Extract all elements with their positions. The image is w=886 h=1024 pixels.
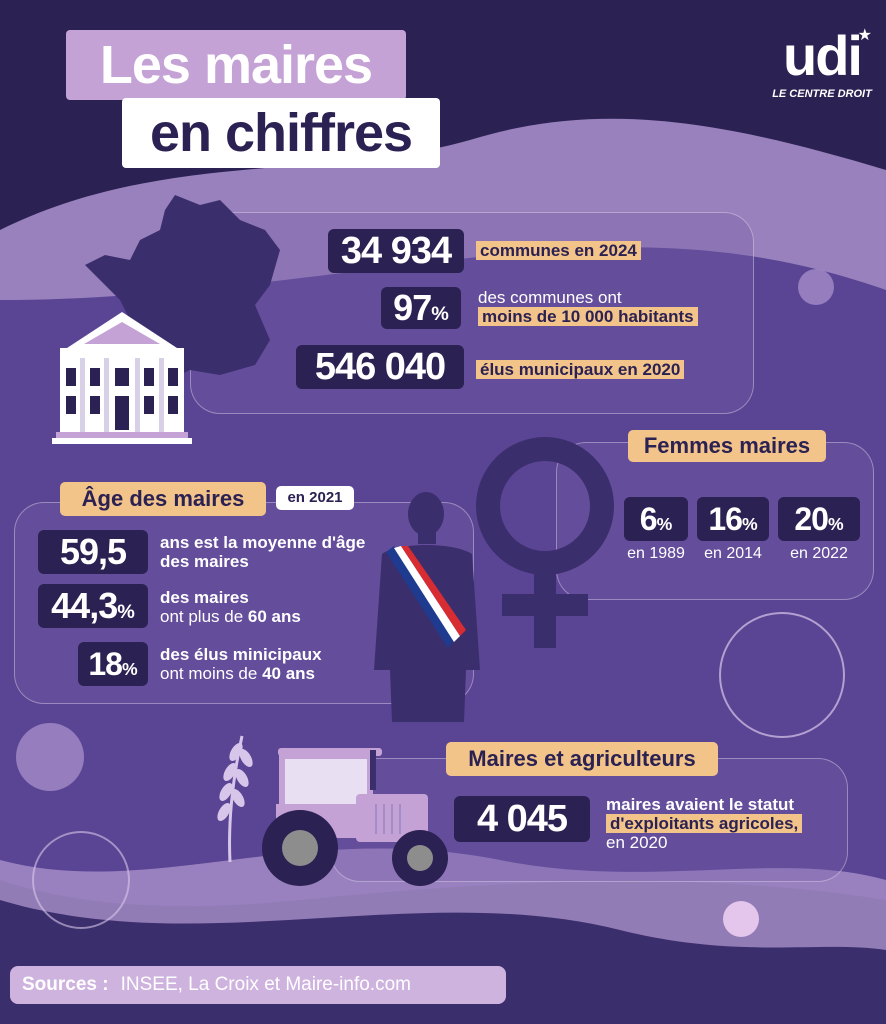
stat-communes-label: communes en 2024 xyxy=(476,241,641,260)
age-under40-label-line1: des élus minicipaux xyxy=(160,645,322,664)
agri-label-line2: d'exploitants agricoles, xyxy=(606,814,803,833)
agri-title: Maires et agriculteurs xyxy=(446,742,718,776)
femmes-2022-box: 20% xyxy=(778,497,860,541)
age-average-label: ans est la moyenne d'âge des maires xyxy=(160,533,365,571)
title-line1: Les maires xyxy=(66,30,406,100)
udi-logo: udi LE CENTRE DROIT ★ xyxy=(770,24,874,101)
agri-label: maires avaient le statut d'exploitants a… xyxy=(606,795,803,852)
tractor-icon xyxy=(262,748,448,886)
star-icon: ★ xyxy=(857,27,872,44)
age-under40-label: des élus minicipaux ont moins de 40 ans xyxy=(160,645,322,683)
femmes-1989-box: 6% xyxy=(624,497,688,541)
stat-pct-communes-box: 97% xyxy=(381,287,461,329)
stat-pct-communes-value: 97 xyxy=(393,287,432,328)
femmes-title: Femmes maires xyxy=(628,430,826,462)
age-under40-label-line2-bold: 40 ans xyxy=(262,664,315,683)
age-title: Âge des maires xyxy=(60,482,266,516)
age-over60-box: 44,3% xyxy=(38,584,148,628)
stat-elus-label: élus municipaux en 2020 xyxy=(476,360,685,379)
stat-pct-communes-unit: % xyxy=(431,303,449,325)
town-hall-icon xyxy=(52,312,192,444)
sources-text: INSEE, La Croix et Maire-info.com xyxy=(120,974,411,995)
age-under40-box: 18% xyxy=(78,642,148,686)
femmes-2022-year: en 2022 xyxy=(790,545,848,562)
age-over60-value: 44,3 xyxy=(51,585,118,626)
age-average-label-line1: ans est la moyenne d'âge xyxy=(160,533,366,552)
age-under40-value: 18 xyxy=(88,646,123,682)
agri-value: 4 045 xyxy=(454,796,590,842)
age-over60-label: des maires ont plus de 60 ans xyxy=(160,588,301,626)
femmes-2014-box: 16% xyxy=(697,497,769,541)
age-average-label-line2: des maires xyxy=(160,552,249,571)
femmes-1989-unit: % xyxy=(656,514,673,534)
femmes-2014-unit: % xyxy=(741,514,758,534)
femmes-2022-value: 20 xyxy=(794,501,829,537)
age-average-value: 59,5 xyxy=(38,530,148,574)
femmes-2014-year: en 2014 xyxy=(704,545,762,562)
age-under40-label-line2-pre: ont moins de xyxy=(160,664,263,683)
stat-pct-communes-label: des communes ont moins de 10 000 habitan… xyxy=(478,288,698,326)
age-year-tag: en 2021 xyxy=(276,486,354,510)
agri-label-line1: maires avaient le statut xyxy=(606,795,795,814)
agri-label-line3: en 2020 xyxy=(606,833,668,852)
stat-pct-communes-label-line1: des communes ont xyxy=(478,288,622,307)
mayor-silhouette-icon xyxy=(374,492,480,722)
age-over60-label-line2-bold: 60 ans xyxy=(247,607,301,626)
sources-label: Sources : xyxy=(22,974,109,995)
stat-pct-communes-label-line2: moins de 10 000 habitants xyxy=(478,307,698,326)
female-symbol-icon xyxy=(476,437,614,648)
stat-elus-label-wrap: élus municipaux en 2020 xyxy=(476,360,685,379)
title-line2: en chiffres xyxy=(122,98,440,168)
age-under40-unit: % xyxy=(121,659,138,679)
stat-elus-value: 546 040 xyxy=(296,345,464,389)
femmes-2022-unit: % xyxy=(827,514,844,534)
wheat-icon xyxy=(217,735,253,862)
logo-tagline: LE CENTRE DROIT xyxy=(772,88,872,100)
age-over60-label-line1: des maires xyxy=(160,588,249,607)
stat-communes-label-wrap: communes en 2024 xyxy=(476,241,641,260)
sources-bar: Sources : INSEE, La Croix et Maire-info.c… xyxy=(10,966,506,1004)
femmes-2014-value: 16 xyxy=(708,501,743,537)
france-map-icon xyxy=(85,195,280,385)
stat-communes-value: 34 934 xyxy=(328,229,464,273)
femmes-1989-year: en 1989 xyxy=(627,545,685,562)
logo-name: udi xyxy=(783,24,863,87)
age-over60-unit: % xyxy=(117,601,135,623)
femmes-1989-value: 6 xyxy=(639,501,658,537)
age-over60-label-line2-pre: ont plus de xyxy=(160,607,248,626)
